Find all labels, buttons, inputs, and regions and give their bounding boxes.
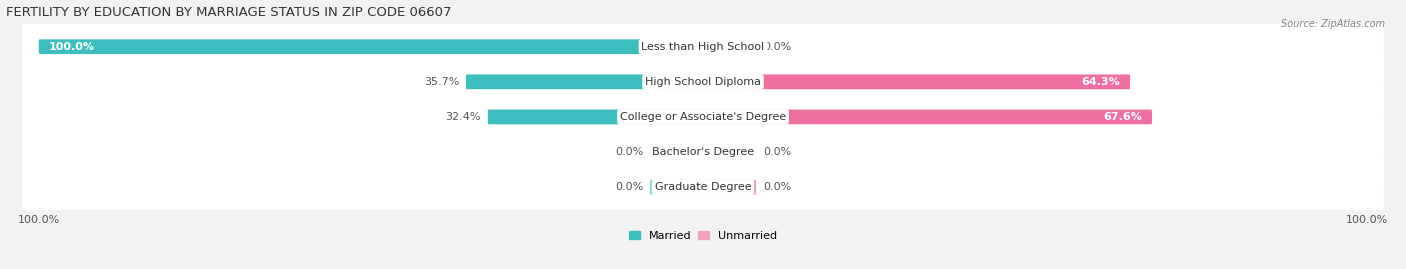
- Text: 0.0%: 0.0%: [763, 147, 792, 157]
- Text: Bachelor's Degree: Bachelor's Degree: [652, 147, 754, 157]
- Text: FERTILITY BY EDUCATION BY MARRIAGE STATUS IN ZIP CODE 06607: FERTILITY BY EDUCATION BY MARRIAGE STATU…: [6, 6, 451, 19]
- FancyBboxPatch shape: [703, 39, 756, 54]
- Text: 100.0%: 100.0%: [49, 42, 94, 52]
- FancyBboxPatch shape: [703, 145, 756, 160]
- Text: High School Diploma: High School Diploma: [645, 77, 761, 87]
- FancyBboxPatch shape: [22, 83, 1384, 221]
- FancyBboxPatch shape: [22, 118, 1384, 256]
- FancyBboxPatch shape: [703, 180, 756, 194]
- FancyBboxPatch shape: [22, 48, 1384, 186]
- Text: 0.0%: 0.0%: [763, 182, 792, 192]
- FancyBboxPatch shape: [22, 13, 1384, 151]
- Text: 0.0%: 0.0%: [614, 147, 643, 157]
- Text: 64.3%: 64.3%: [1081, 77, 1121, 87]
- FancyBboxPatch shape: [703, 109, 1152, 124]
- Text: 35.7%: 35.7%: [423, 77, 460, 87]
- FancyBboxPatch shape: [488, 109, 703, 124]
- Text: 32.4%: 32.4%: [446, 112, 481, 122]
- FancyBboxPatch shape: [703, 75, 1130, 89]
- Text: Graduate Degree: Graduate Degree: [655, 182, 751, 192]
- FancyBboxPatch shape: [22, 0, 1384, 115]
- FancyBboxPatch shape: [465, 75, 703, 89]
- Text: 0.0%: 0.0%: [614, 182, 643, 192]
- Text: 0.0%: 0.0%: [763, 42, 792, 52]
- FancyBboxPatch shape: [650, 180, 703, 194]
- Legend: Married, Unmarried: Married, Unmarried: [624, 226, 782, 245]
- FancyBboxPatch shape: [39, 39, 703, 54]
- Text: Less than High School: Less than High School: [641, 42, 765, 52]
- Text: 67.6%: 67.6%: [1104, 112, 1142, 122]
- Text: Source: ZipAtlas.com: Source: ZipAtlas.com: [1281, 19, 1385, 29]
- FancyBboxPatch shape: [650, 145, 703, 160]
- Text: College or Associate's Degree: College or Associate's Degree: [620, 112, 786, 122]
